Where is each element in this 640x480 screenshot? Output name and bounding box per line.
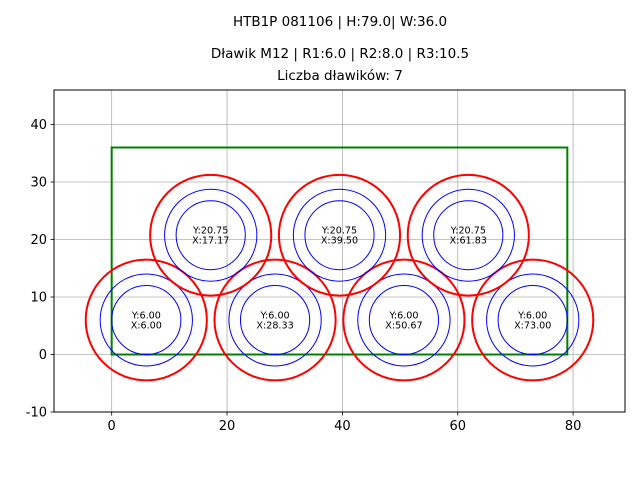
gland-ring-r3 <box>471 258 595 382</box>
gland-label-y: Y:6.00 <box>388 311 418 322</box>
axes-frame <box>53 89 626 413</box>
gland-ring-r2 <box>357 273 451 367</box>
x-tick-label: 80 <box>565 419 582 434</box>
circle-labels: Y:6.00X:6.00Y:6.00X:28.33Y:6.00X:50.67Y:… <box>131 226 552 332</box>
chart-title-line-1: HTB1P 081106 | H:79.0| W:36.0 <box>233 14 447 30</box>
gland-ring-r1 <box>239 285 311 355</box>
gland-ring-r2 <box>421 188 515 282</box>
gland-4 <box>471 258 595 382</box>
y-tick-label: 10 <box>30 291 47 306</box>
gland-ring-r2 <box>164 188 258 282</box>
gland-label-y: Y:6.00 <box>131 311 161 322</box>
gland-2 <box>213 258 337 382</box>
gland-label-x: X:73.00 <box>514 321 551 332</box>
gland-label-y: Y:6.00 <box>517 311 547 322</box>
y-tick-label: 30 <box>30 176 47 191</box>
gland-label-x: X:6.00 <box>131 321 162 332</box>
gland-ring-r3 <box>342 258 466 382</box>
gland-ring-r3 <box>84 258 208 382</box>
y-tick-label: 20 <box>30 233 47 248</box>
gland-ring-r2 <box>228 273 322 367</box>
x-tick-label: 0 <box>108 419 116 434</box>
gland-ring-r2 <box>292 188 387 282</box>
chart-title: HTB1P 081106 | H:79.0| W:36.0 Dławik M12… <box>211 14 469 84</box>
y-tick-label: 0 <box>39 348 47 363</box>
gland-7 <box>406 173 530 297</box>
gland-ring-r3 <box>149 173 273 297</box>
gland-label-y: Y:20.75 <box>450 226 486 237</box>
grid <box>54 90 625 413</box>
gland-1 <box>84 258 208 382</box>
x-tick-label: 40 <box>334 419 351 434</box>
y-axis: -10 0 10 20 30 40 <box>26 118 54 421</box>
y-tick-label: 40 <box>30 118 47 133</box>
gland-label-y: Y:20.75 <box>321 226 357 237</box>
gland-ring-r3 <box>213 258 337 382</box>
plot-area <box>84 146 595 382</box>
gland-ring-r1 <box>497 285 568 355</box>
x-tick-label: 20 <box>219 419 236 434</box>
y-tick-label: -10 <box>26 406 47 421</box>
gland-label-y: Y:6.00 <box>259 311 289 322</box>
gland-ring-r1 <box>433 200 504 271</box>
gland-6 <box>277 173 402 297</box>
gland-ring-r3 <box>406 173 530 297</box>
gland-ring-r2 <box>486 273 580 367</box>
housing-rectangle <box>110 146 569 356</box>
gland-label-x: X:61.83 <box>450 236 487 247</box>
x-tick-label: 60 <box>449 419 466 434</box>
gland-ring-r1 <box>304 200 375 271</box>
x-axis: 0 20 40 60 80 <box>108 412 582 434</box>
gland-label-x: X:50.67 <box>385 321 422 332</box>
gland-ring-r1 <box>368 285 440 355</box>
chart-title-line-2: Dławik M12 | R1:6.0 | R2:8.0 | R3:10.5 <box>211 46 469 62</box>
gland-5 <box>149 173 273 297</box>
gland-label-x: X:39.50 <box>321 236 358 247</box>
gland-ring-r1 <box>111 285 182 355</box>
gland-label-y: Y:20.75 <box>192 226 228 237</box>
gland-label-x: X:28.33 <box>256 321 293 332</box>
gland-ring-r2 <box>99 273 193 367</box>
gland-3 <box>342 258 466 382</box>
chart-title-line-3: Liczba dławików: 7 <box>277 68 403 84</box>
gland-label-x: X:17.17 <box>192 236 229 247</box>
gland-ring-r1 <box>175 200 246 271</box>
gland-ring-r3 <box>277 173 402 297</box>
